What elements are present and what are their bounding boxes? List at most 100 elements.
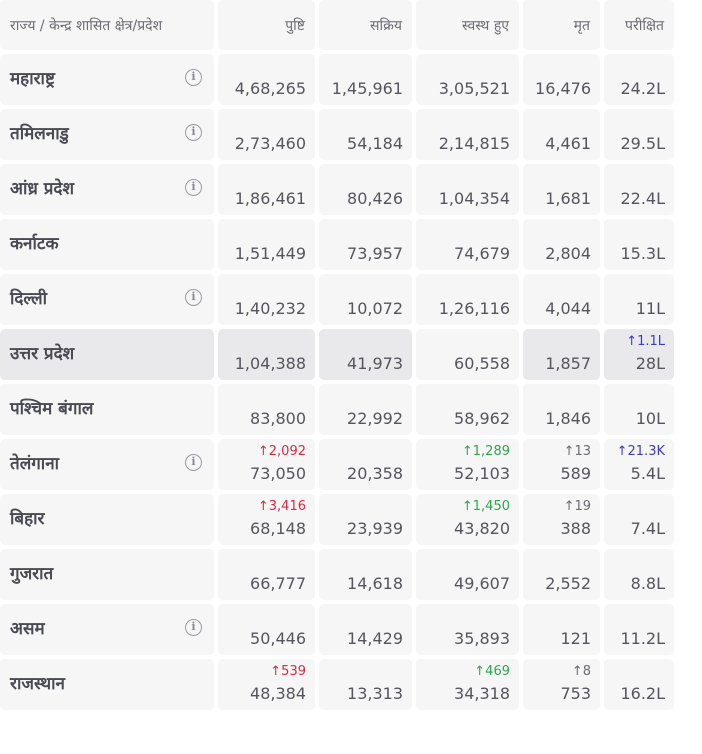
tested-cell: ↑1.1L 28L <box>604 329 674 380</box>
deceased-cell: ↑19 388 <box>523 494 600 545</box>
confirmed-value: 1,40,232 <box>234 299 306 318</box>
state-name: बिहार <box>10 509 45 529</box>
header-tested[interactable]: परीक्षित <box>604 0 674 50</box>
active-cell: 54,184 <box>319 109 412 160</box>
recovered-value: 60,558 <box>454 354 510 373</box>
state-cell[interactable]: दिल्ली i <box>0 274 214 325</box>
table-row[interactable]: महाराष्ट्र i 4,68,265 1,45,961 3,05,521 16,47… <box>0 54 702 105</box>
table-header: राज्य / केन्द्र शासित क्षेत्र/प्रदेश पुष… <box>0 0 702 50</box>
table-row[interactable]: बिहार ↑3,416 68,148 23,939 ↑1,450 43,820 ↑19 38… <box>0 494 702 545</box>
table-row[interactable]: तेलंगाना i ↑2,092 73,050 20,358 ↑1,289 52,103 ↑… <box>0 439 702 490</box>
confirmed-cell: 1,04,388 <box>218 329 315 380</box>
confirmed-cell: ↑539 48,384 <box>218 659 315 710</box>
state-cell[interactable]: गुजरात <box>0 549 214 600</box>
deceased-value: 1,681 <box>545 189 591 208</box>
active-value: 14,429 <box>347 629 403 648</box>
header-active[interactable]: सक्रिय <box>319 0 412 50</box>
info-icon[interactable]: i <box>185 124 202 141</box>
table-row[interactable]: दिल्ली i 1,40,232 10,072 1,26,116 4,044 11L <box>0 274 702 325</box>
table-row[interactable]: उत्तर प्रदेश 1,04,388 41,973 60,558 1,857 ↑1.… <box>0 329 702 380</box>
deceased-value: 1,857 <box>545 354 591 373</box>
confirmed-value: 1,86,461 <box>234 189 306 208</box>
active-value: 1,45,961 <box>331 79 403 98</box>
tested-value: 10L <box>635 409 665 428</box>
info-icon[interactable]: i <box>185 179 202 196</box>
table-row[interactable]: आंध्र प्रदेश i 1,86,461 80,426 1,04,354 1,681… <box>0 164 702 215</box>
info-icon[interactable]: i <box>185 289 202 306</box>
active-value: 22,992 <box>347 409 403 428</box>
header-confirmed[interactable]: पुष्टि <box>218 0 315 50</box>
active-value: 41,973 <box>347 354 403 373</box>
deceased-value: 121 <box>560 629 591 648</box>
active-value: 80,426 <box>347 189 403 208</box>
table-row[interactable]: पश्चिम बंगाल 83,800 22,992 58,962 1,846 10L <box>0 384 702 435</box>
recovered-cell: ↑1,450 43,820 <box>416 494 519 545</box>
tested-value: 24.2L <box>620 79 665 98</box>
state-cell[interactable]: असम i <box>0 604 214 655</box>
table-row[interactable]: गुजरात 66,777 14,618 49,607 2,552 8.8L <box>0 549 702 600</box>
tested-cell: 16.2L <box>604 659 674 710</box>
table-row[interactable]: तमिलनाडु i 2,73,460 54,184 2,14,815 4,461 29.5… <box>0 109 702 160</box>
state-cell[interactable]: महाराष्ट्र i <box>0 54 214 105</box>
active-cell: 14,429 <box>319 604 412 655</box>
info-icon[interactable]: i <box>185 619 202 636</box>
state-cell[interactable]: पश्चिम बंगाल <box>0 384 214 435</box>
confirmed-value: 1,04,388 <box>234 354 306 373</box>
tested-cell: 11L <box>604 274 674 325</box>
recovered-value: 1,04,354 <box>438 189 510 208</box>
table-row[interactable]: कर्नाटक 1,51,449 73,957 74,679 2,804 15.3L <box>0 219 702 270</box>
tested-delta: ↑1.1L <box>626 334 665 349</box>
recovered-value: 35,893 <box>454 629 510 648</box>
active-value: 13,313 <box>347 684 403 703</box>
confirmed-value: 50,446 <box>250 629 306 648</box>
confirmed-cell: 1,86,461 <box>218 164 315 215</box>
deceased-value: 753 <box>560 684 591 703</box>
state-cell[interactable]: तमिलनाडु i <box>0 109 214 160</box>
active-value: 73,957 <box>347 244 403 263</box>
tested-cell: 15.3L <box>604 219 674 270</box>
recovered-value: 49,607 <box>454 574 510 593</box>
active-cell: 73,957 <box>319 219 412 270</box>
state-name: तमिलनाडु <box>10 124 69 144</box>
state-name: आंध्र प्रदेश <box>10 179 75 199</box>
state-cell[interactable]: उत्तर प्रदेश <box>0 329 214 380</box>
confirmed-cell: 1,51,449 <box>218 219 315 270</box>
info-icon[interactable]: i <box>185 69 202 86</box>
confirmed-value: 83,800 <box>250 409 306 428</box>
confirmed-cell: 4,68,265 <box>218 54 315 105</box>
deceased-value: 1,846 <box>545 409 591 428</box>
deceased-cell: 16,476 <box>523 54 600 105</box>
recovered-cell: 2,14,815 <box>416 109 519 160</box>
state-cell[interactable]: तेलंगाना i <box>0 439 214 490</box>
state-name: कर्नाटक <box>10 234 59 254</box>
state-cell[interactable]: राजस्थान <box>0 659 214 710</box>
recovered-delta: ↑1,289 <box>461 444 510 459</box>
confirmed-value: 48,384 <box>250 684 306 703</box>
deceased-cell: 4,461 <box>523 109 600 160</box>
deceased-cell: 4,044 <box>523 274 600 325</box>
tested-cell: 29.5L <box>604 109 674 160</box>
state-name: राजस्थान <box>10 674 65 694</box>
deceased-value: 4,461 <box>545 134 591 153</box>
tested-value: 16.2L <box>620 684 665 703</box>
state-name: गुजरात <box>10 564 54 584</box>
tested-cell: 22.4L <box>604 164 674 215</box>
state-cell[interactable]: कर्नाटक <box>0 219 214 270</box>
table-row[interactable]: असम i 50,446 14,429 35,893 121 11.2L <box>0 604 702 655</box>
state-name: महाराष्ट्र <box>10 69 55 89</box>
info-icon[interactable]: i <box>185 454 202 471</box>
state-cell[interactable]: आंध्र प्रदेश i <box>0 164 214 215</box>
deceased-value: 16,476 <box>535 79 591 98</box>
confirmed-value: 2,73,460 <box>234 134 306 153</box>
header-recovered[interactable]: स्वस्थ हुए <box>416 0 519 50</box>
deceased-delta: ↑13 <box>563 444 591 459</box>
recovered-value: 52,103 <box>454 464 510 483</box>
recovered-cell: ↑1,289 52,103 <box>416 439 519 490</box>
table-row[interactable]: राजस्थान ↑539 48,384 13,313 ↑469 34,318 ↑8 753 1… <box>0 659 702 710</box>
header-state[interactable]: राज्य / केन्द्र शासित क्षेत्र/प्रदेश <box>0 0 214 50</box>
tested-cell: 10L <box>604 384 674 435</box>
header-deceased[interactable]: मृत <box>523 0 600 50</box>
confirmed-delta: ↑3,416 <box>257 499 306 514</box>
state-cell[interactable]: बिहार <box>0 494 214 545</box>
active-cell: 10,072 <box>319 274 412 325</box>
